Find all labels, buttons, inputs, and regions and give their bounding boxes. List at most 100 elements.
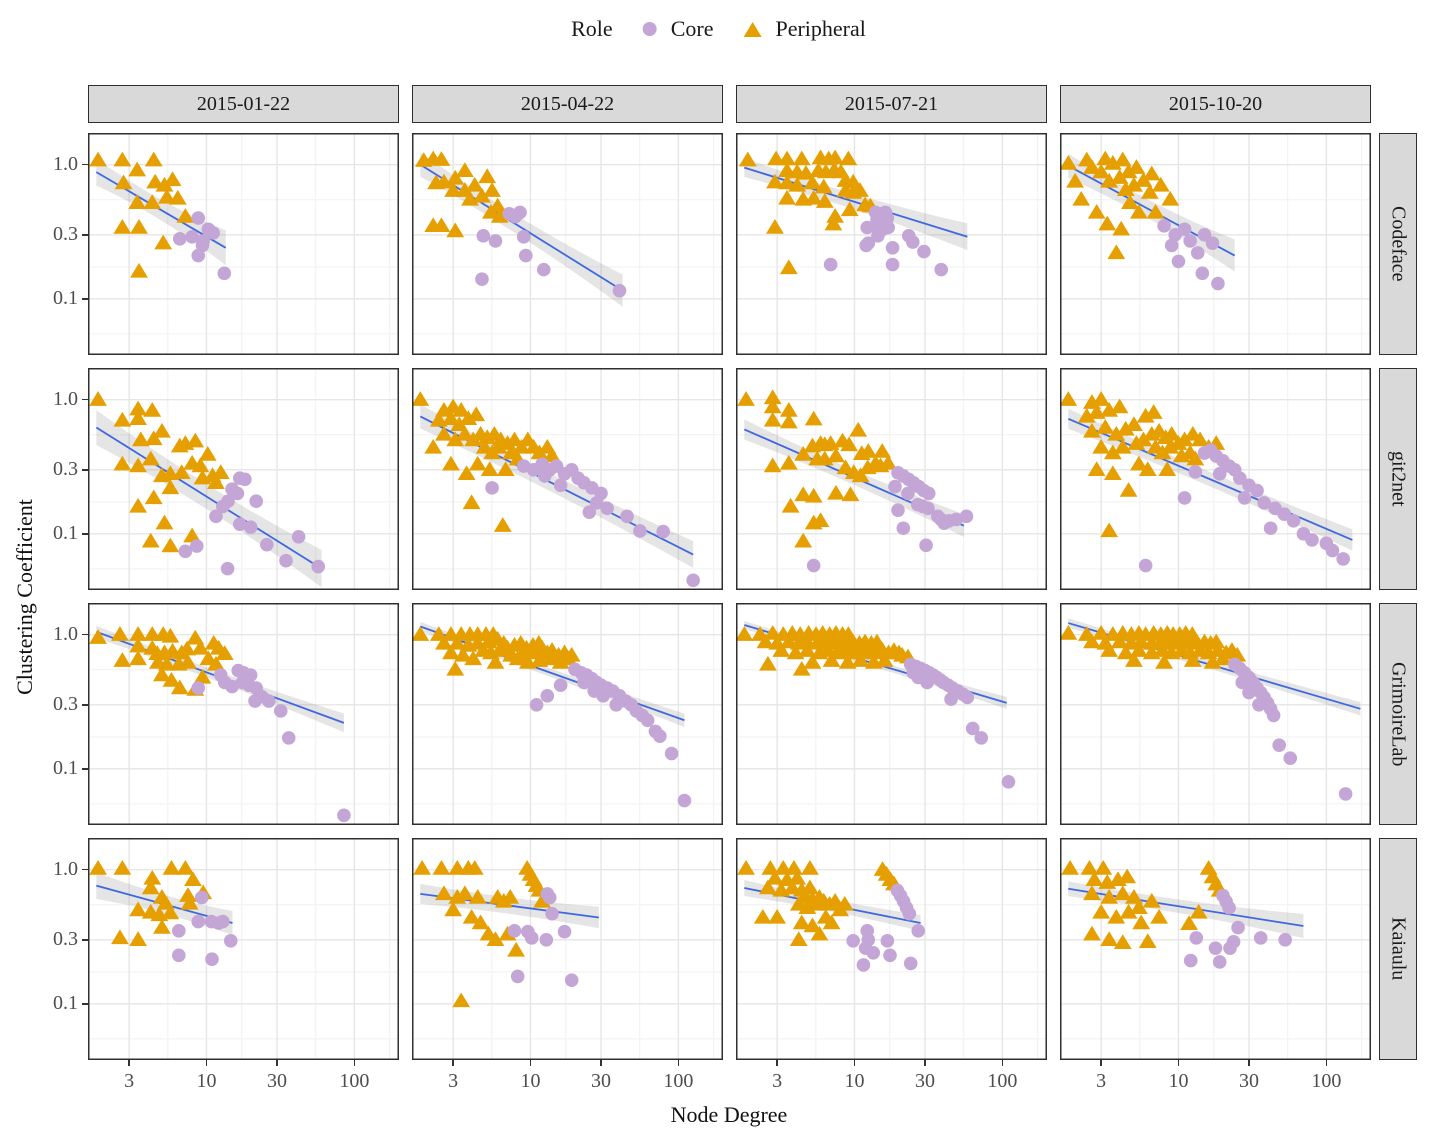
peripheral-point: [146, 173, 165, 189]
panel-background: [88, 838, 399, 1060]
core-point: [686, 573, 700, 588]
core-points: [823, 205, 949, 277]
facet-column-label: 2015-10-20: [1168, 92, 1263, 115]
peripheral-point: [803, 917, 822, 933]
peripheral-point: [737, 391, 755, 406]
grid-lines: [88, 133, 399, 355]
y-tick-label: 0.1: [53, 286, 78, 309]
peripheral-point: [1132, 633, 1151, 649]
core-point: [191, 681, 206, 695]
core-point: [1231, 920, 1245, 935]
peripheral-point: [814, 178, 833, 194]
peripheral-point: [875, 652, 894, 667]
peripheral-point: [1100, 522, 1119, 538]
core-point: [582, 505, 597, 519]
x-tick-label: 30: [1239, 1070, 1259, 1092]
core-point: [620, 509, 634, 524]
peripheral-point: [1100, 172, 1119, 188]
core-point: [557, 924, 572, 939]
x-tick-label: 100: [987, 1070, 1018, 1092]
peripheral-point: [1119, 482, 1138, 497]
panel-border: [736, 368, 1047, 590]
core-points: [475, 205, 627, 298]
core-point: [916, 668, 930, 682]
peripheral-point: [113, 455, 132, 471]
panel-border: [88, 603, 399, 825]
peripheral-point: [462, 908, 481, 924]
peripheral-point: [1080, 860, 1099, 875]
peripheral-point: [179, 654, 197, 669]
y-tick-mark: [82, 398, 88, 401]
x-tick-label: 100: [339, 1070, 370, 1092]
peripheral-points: [737, 860, 903, 946]
peripheral-point: [792, 150, 811, 166]
peripheral-point: [1107, 244, 1126, 260]
core-point: [518, 248, 533, 263]
y-tick-label: 1.0: [53, 152, 78, 175]
core-point: [291, 529, 306, 544]
x-tick-label: 10: [1168, 1070, 1189, 1092]
peripheral-point: [840, 201, 859, 217]
peripheral-point: [172, 464, 191, 479]
core-points: [529, 662, 692, 808]
panel-border: [88, 838, 399, 1060]
core-point: [888, 479, 902, 494]
core-point: [612, 283, 627, 298]
core-point: [553, 478, 568, 493]
peripheral-point: [785, 860, 803, 875]
facet-row-label: Codeface: [1387, 206, 1410, 282]
core-point: [1252, 697, 1266, 712]
core-point: [195, 238, 210, 253]
peripheral-point: [1146, 203, 1165, 219]
peripheral-point: [486, 931, 505, 946]
core-point: [249, 494, 264, 508]
core-point: [1208, 941, 1223, 955]
core-point: [1177, 222, 1192, 237]
peripheral-point: [442, 644, 460, 660]
peripheral-point: [1100, 931, 1119, 946]
peripheral-point: [1119, 163, 1138, 179]
peripheral-point: [1094, 860, 1113, 875]
peripheral-point: [851, 652, 870, 667]
peripheral-point: [153, 422, 171, 438]
peripheral-point: [804, 189, 823, 205]
y-tick-label: 0.3: [53, 457, 78, 480]
peripheral-point: [432, 860, 451, 875]
peripheral-point: [801, 860, 819, 875]
peripheral-point: [424, 438, 443, 454]
peripheral-point: [1096, 419, 1115, 434]
core-point: [1212, 955, 1227, 969]
core-point: [885, 240, 900, 255]
core-point: [1227, 657, 1242, 672]
core-point: [1157, 219, 1171, 233]
core-points: [1138, 443, 1350, 573]
peripheral-point: [1098, 215, 1117, 231]
peripheral-point: [473, 187, 491, 203]
peripheral-point: [1060, 155, 1078, 170]
peripheral-point: [496, 461, 515, 476]
peripheral-point: [530, 444, 549, 460]
core-point: [901, 486, 915, 501]
core-point: [881, 220, 895, 235]
peripheral-point: [448, 634, 467, 650]
x-tick-mark: [276, 1060, 278, 1066]
x-tick-mark: [600, 1060, 602, 1066]
peripheral-point: [130, 219, 148, 234]
core-point: [1242, 685, 1256, 700]
core-point: [191, 248, 206, 263]
core-point: [545, 906, 559, 921]
core-point: [959, 509, 974, 524]
peripheral-point: [186, 629, 205, 645]
x-tick-mark: [529, 1060, 532, 1066]
peripheral-point: [1207, 633, 1226, 649]
core-points: [1227, 657, 1353, 801]
peripheral-point: [1113, 885, 1132, 901]
facet-column-strip: 2015-01-22: [88, 85, 399, 123]
peripheral-point: [792, 660, 811, 676]
peripheral-point: [129, 650, 148, 666]
peripheral-point: [446, 660, 465, 676]
core-point: [856, 958, 871, 972]
panel-border: [736, 838, 1047, 1060]
peripheral-point: [1116, 644, 1135, 660]
y-tick-mark: [82, 704, 88, 706]
